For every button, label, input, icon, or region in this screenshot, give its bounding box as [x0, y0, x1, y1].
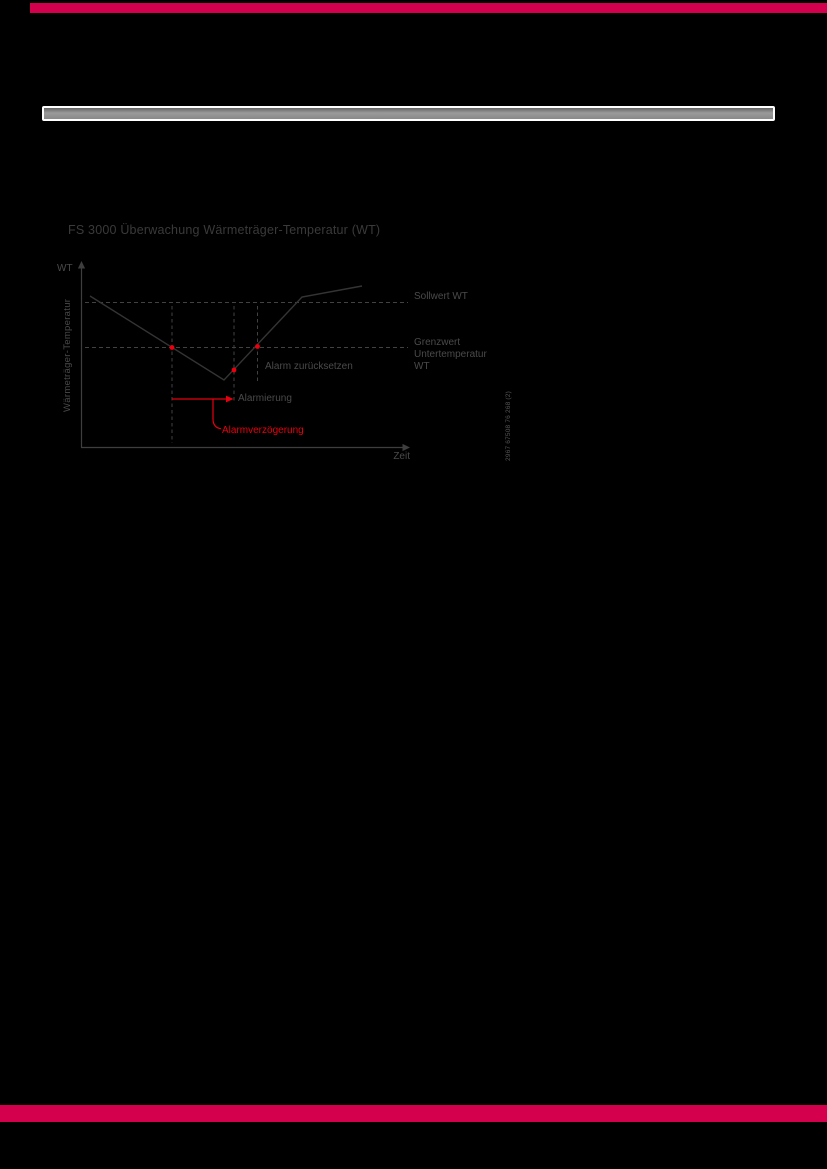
alarm-trigger-marker	[231, 367, 237, 373]
top-accent-bar	[30, 3, 827, 13]
temperature-diagram	[77, 261, 410, 452]
temperature-curve	[89, 285, 363, 381]
alarm-reset-marker	[255, 344, 260, 349]
y-axis-title-label: Wärmeträger-Temperatur	[62, 298, 73, 412]
figure-id-label: 2967 67508 76 268 (2)	[505, 391, 512, 461]
alarmverzoegerung-connector-line	[212, 399, 222, 430]
grenzwert-label-line2: Untertemperatur	[414, 349, 487, 360]
y-axis-arrow-icon	[77, 261, 86, 269]
header-separator-bar	[42, 106, 775, 121]
limit-undershoot-marker	[169, 345, 175, 350]
alarmverzoegerung-label: Alarmverzögerung	[222, 425, 304, 436]
alarm-reset-label: Alarm zurücksetzen	[265, 361, 353, 372]
bottom-accent-bar	[0, 1105, 827, 1122]
x-axis-title-label: Zeit	[393, 451, 410, 462]
alarmierung-label: Alarmierung	[238, 393, 292, 404]
sollwert-label: Sollwert WT	[414, 291, 468, 302]
grenzwert-label-line3: WT	[414, 361, 430, 372]
grenzwert-label-line1: Grenzwert	[414, 337, 461, 348]
x-axis-arrow-icon	[402, 443, 410, 452]
y-axis-symbol-label: WT	[57, 263, 73, 274]
alarm-delay-arrowhead-icon	[226, 395, 234, 403]
figure-title: FS 3000 Überwachung Wärmeträger-Temperat…	[68, 223, 381, 237]
grenzwert-label: Grenzwert Untertemperatur WT	[414, 337, 487, 373]
